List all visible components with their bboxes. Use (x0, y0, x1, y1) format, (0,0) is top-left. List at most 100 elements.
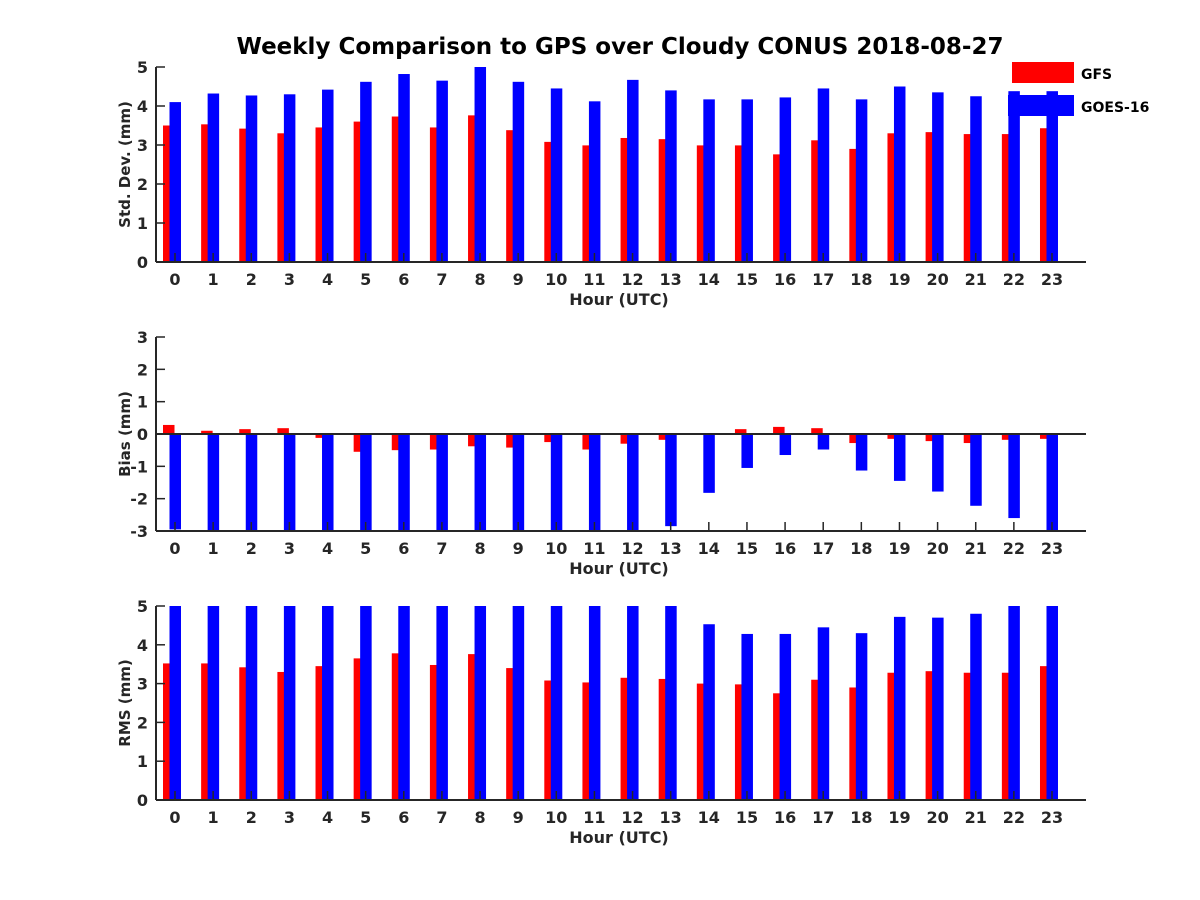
bar-gfs-11 (582, 145, 594, 262)
bar-goes-16-10 (550, 88, 563, 262)
x-tick-label: 16 (774, 270, 796, 289)
bar-goes-16-11 (588, 606, 601, 800)
x-tick-label: 17 (812, 270, 834, 289)
x-tick-label: 1 (208, 270, 219, 289)
bar-gfs-21 (963, 672, 976, 800)
x-tick-label: 9 (513, 539, 524, 558)
bar-gfs-22 (1001, 434, 1014, 440)
y-tick-label: 3 (137, 328, 148, 347)
bar-gfs-8 (468, 654, 480, 800)
x-tick-label: 17 (812, 808, 834, 827)
bar-gfs-12 (620, 677, 633, 800)
x-tick-label: 4 (322, 539, 333, 558)
bar-goes-16-10 (550, 606, 563, 800)
bar-gfs-11 (582, 434, 594, 450)
bar-goes-16-23 (1046, 434, 1058, 531)
x-tick-label: 10 (545, 808, 567, 827)
y-tick-label: -3 (130, 522, 148, 541)
bar-gfs-18 (849, 148, 861, 262)
bar-gfs-23 (1039, 128, 1052, 262)
bar-goes-16-1 (207, 434, 220, 531)
x-tick-label: 20 (926, 808, 948, 827)
bar-gfs-17 (811, 679, 823, 800)
x-tick-label: 12 (621, 539, 643, 558)
y-tick-label: 5 (137, 597, 148, 616)
x-tick-label: 0 (169, 808, 180, 827)
bar-gfs-14 (696, 683, 709, 800)
x-tick-label: 10 (545, 270, 567, 289)
bar-goes-16-13 (665, 434, 677, 527)
x-tick-label: 21 (965, 539, 987, 558)
bar-goes-16-3 (283, 434, 296, 531)
x-tick-label: 23 (1041, 539, 1063, 558)
bar-gfs-3 (277, 133, 289, 262)
y-tick-label: 1 (137, 393, 148, 412)
x-tick-label: 23 (1041, 270, 1063, 289)
x-tick-label: 11 (583, 539, 605, 558)
bar-goes-16-22 (1008, 434, 1020, 519)
x-tick-label: 7 (436, 808, 447, 827)
x-tick-label: 2 (246, 808, 257, 827)
bar-gfs-16 (773, 154, 785, 262)
x-tick-label: 22 (1003, 539, 1025, 558)
bar-gfs-2 (239, 128, 251, 262)
bar-gfs-19 (887, 133, 899, 262)
bar-gfs-22 (1001, 134, 1014, 262)
bar-gfs-5 (353, 658, 366, 800)
bar-gfs-17 (811, 140, 823, 262)
bar-gfs-20 (925, 434, 938, 442)
bar-goes-16-3 (283, 606, 296, 800)
x-tick-label: 15 (736, 539, 758, 558)
x-tick-label: 15 (736, 808, 758, 827)
bar-gfs-7 (429, 664, 442, 800)
bar-gfs-15 (734, 145, 747, 262)
x-tick-label: 3 (284, 270, 295, 289)
x-tick-label: 7 (436, 270, 447, 289)
y-tick-label: 4 (137, 636, 148, 655)
bar-gfs-11 (582, 682, 594, 800)
bar-goes-16-20 (932, 617, 944, 800)
bar-gfs-12 (620, 137, 633, 262)
x-tick-label: 19 (888, 808, 910, 827)
bar-gfs-13 (658, 678, 671, 800)
bar-gfs-13 (658, 139, 671, 262)
x-tick-label: 18 (850, 539, 872, 558)
bar-gfs-15 (734, 684, 747, 800)
legend-swatch-goes-16 (1008, 95, 1074, 116)
bar-gfs-22 (1001, 672, 1014, 800)
x-tick-label: 14 (698, 270, 720, 289)
bar-gfs-3 (277, 671, 289, 800)
y-tick-label: 3 (137, 136, 148, 155)
bar-gfs-7 (429, 127, 442, 262)
x-tick-label: 18 (850, 808, 872, 827)
bar-goes-16-18 (855, 633, 868, 800)
bar-goes-16-2 (245, 95, 258, 262)
bar-gfs-9 (506, 434, 518, 448)
bar-goes-16-10 (550, 434, 563, 531)
x-tick-label: 23 (1041, 808, 1063, 827)
bar-goes-16-6 (398, 74, 410, 262)
bar-gfs-0 (163, 125, 175, 262)
y-tick-label: 0 (137, 425, 148, 444)
bar-goes-16-9 (512, 434, 525, 531)
bar-goes-16-15 (741, 434, 753, 468)
bar-goes-16-22 (1008, 606, 1020, 800)
bar-goes-16-21 (970, 613, 982, 800)
bar-goes-16-20 (932, 92, 944, 262)
bar-goes-16-13 (665, 90, 677, 262)
x-tick-label: 7 (436, 539, 447, 558)
x-tick-label: 6 (398, 270, 409, 289)
bar-gfs-18 (849, 687, 861, 800)
x-tick-label: 9 (513, 270, 524, 289)
bar-goes-16-21 (970, 434, 982, 506)
bar-goes-16-4 (322, 606, 334, 800)
bar-gfs-10 (544, 434, 556, 443)
x-tick-label: 21 (965, 270, 987, 289)
x-tick-label: 3 (284, 808, 295, 827)
bar-goes-16-6 (398, 606, 410, 800)
x-tick-label: 1 (208, 539, 219, 558)
x-tick-label: 6 (398, 808, 409, 827)
